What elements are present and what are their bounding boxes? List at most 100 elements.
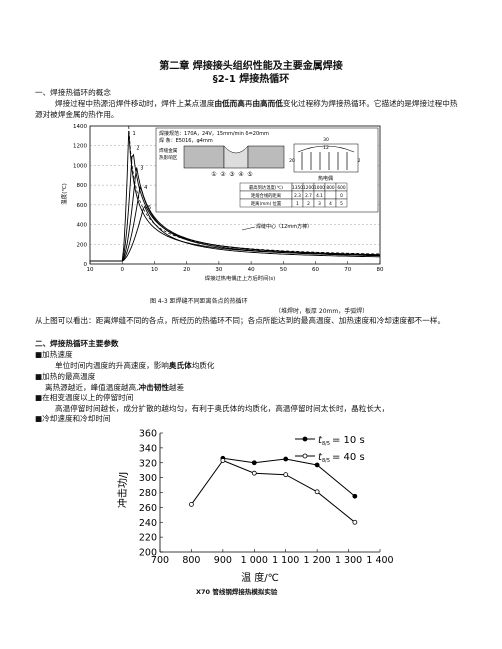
series-line — [190, 459, 356, 523]
table-cell-text: 2.3 — [294, 193, 301, 199]
thermocouple-position-label: ③ — [229, 171, 234, 178]
data-point — [314, 462, 320, 468]
table-cell-text: 1 — [296, 201, 299, 207]
legend-subscript: 8/5 — [322, 441, 330, 447]
table-cell-text: 1350 — [292, 185, 303, 191]
data-point — [220, 458, 226, 463]
x-tick-label: 30 — [215, 267, 222, 273]
section-title: §2-1 焊接热循环 — [212, 74, 290, 85]
legend-t: t — [318, 452, 323, 463]
p1-pre: 焊接过程中热源沿焊件移动时，焊件上某点温度 — [55, 99, 215, 108]
weld-profile — [297, 145, 355, 153]
curve-label: 2 — [136, 146, 139, 152]
plate-left — [183, 145, 225, 169]
x-tick-label: 40 — [248, 267, 255, 273]
bullet-cooling: ■冷却速度和冷却时间 — [35, 414, 111, 423]
weld-center-curve — [128, 125, 381, 255]
x-axis-label: 焊接过热电偶正上方后时间(s) — [205, 274, 275, 282]
table-cell-text: 5 — [340, 201, 343, 207]
paragraph-observation: 从上图可以看出：距离焊缝不同的各点，所经历的热循环不同；各点所能达到的最高温度、… — [35, 316, 446, 325]
text-heating-rate: 单位时间内温度的升高速度，影响奥氏体均质化 — [55, 361, 214, 372]
y-tick-label: 1400 — [73, 124, 87, 130]
table-cell-text: 3 — [318, 201, 321, 207]
data-point — [352, 493, 358, 499]
table-cell — [335, 198, 348, 208]
y-tick-label: 280 — [139, 488, 157, 499]
data-point — [283, 472, 289, 478]
x-tick-label: 1 100 — [272, 555, 299, 566]
x-tick-label: 10 — [151, 267, 158, 273]
table-cell-text: 0 — [340, 193, 343, 199]
y-tick-label: 400 — [77, 223, 88, 229]
table-cell-text: 距离(mm) 位置 — [251, 200, 282, 207]
plate-right — [247, 145, 285, 169]
thermal-curve — [90, 167, 381, 262]
legend-value: = 40 s — [332, 452, 365, 463]
thermocouple-label: 热电偶 — [318, 175, 333, 182]
inset-spec-line: 焊接规范：170A，24V，15mm/min δ=20mm — [159, 130, 269, 137]
table-cell-text: 2 — [307, 201, 310, 207]
y-tick-label: 0 — [84, 262, 88, 268]
inset-left-label: 焊缝金属 — [159, 147, 178, 154]
data-point — [251, 460, 257, 466]
legend-subscript: 8/5 — [322, 458, 330, 464]
thermocouple-position-label: ④ — [238, 171, 243, 178]
table-cell-text: 4.1 — [316, 193, 323, 199]
inset-dim-label: 12 — [323, 145, 329, 151]
inset-dim-label: 30 — [323, 137, 329, 143]
p1-mid: 再 — [244, 99, 253, 108]
y-axis-label: 温度(℃) — [60, 183, 68, 204]
y-tick-label: 360 — [139, 429, 157, 440]
x-tick-label: 900 — [214, 555, 232, 566]
table-cell-text: 1200 — [303, 185, 314, 191]
chapter-title: 第二章 焊接接头组织性能及主要金属焊接 — [159, 61, 343, 72]
table-cell-text: 1000 — [314, 185, 325, 191]
dashed-label-leader — [241, 226, 256, 231]
x-tick-label: 10 — [87, 267, 94, 273]
b2-pre: 离热源越近，峰值温度越高, — [45, 383, 139, 392]
inset-spec-line: 焊 条：E5016，φ4mm — [159, 137, 213, 144]
x-tick-label: 700 — [151, 555, 169, 566]
table-cell-text: 4 — [329, 201, 332, 207]
heading-parameters: 二、焊接热循环主要参数 — [35, 339, 119, 348]
p1-bold-2: 由高而低 — [252, 99, 283, 108]
y-tick-label: 220 — [139, 533, 157, 544]
x-tick-label: 800 — [182, 555, 200, 566]
y-tick-label: 320 — [139, 458, 157, 469]
thermocouple-position-label: ⑤ — [247, 171, 252, 178]
heading-concept: 一、焊接热循环的概念 — [35, 88, 111, 97]
y-tick-label: 800 — [77, 183, 88, 189]
bullet-heating-rate: ■加热速度 — [35, 350, 73, 359]
x-tick-label: 1 400 — [366, 555, 393, 566]
legend-marker — [302, 436, 308, 442]
y-tick-label: 300 — [139, 473, 157, 484]
x-axis-label: 温 度/℃ — [241, 571, 279, 584]
b1-post: 均质化 — [191, 361, 215, 370]
legend-value: = 10 s — [332, 435, 365, 446]
data-point — [251, 470, 257, 476]
x-tick-label: 1 200 — [304, 555, 331, 566]
data-point — [283, 456, 289, 462]
text-dwell-time: 高温停留时间越长，成分扩散的越均匀，有利于奥氏体的均质化，高温停留时间太长时，晶… — [55, 404, 390, 413]
y-axis-label: 冲击功/J — [116, 472, 129, 508]
x-tick-label: 1 300 — [335, 555, 362, 566]
y-tick-label: 1200 — [73, 144, 87, 150]
text-peak-temp: 离热源越近，峰值温度越高,冲击韧性越差 — [45, 383, 184, 394]
dashed-curve-label: 焊缝中心（12mm方棒） — [256, 223, 312, 230]
curve-label: 4 — [144, 185, 147, 191]
b1-pre: 单位时间内温度的升高速度，影响 — [55, 361, 169, 370]
bullet-dwell-time: ■在相变温度以上的停留时间 — [35, 393, 134, 402]
p1-post: 变化过程称为焊接热循环。它描述的是焊接过程中热源对被焊金属的热作用。 — [35, 99, 458, 119]
data-point — [189, 502, 194, 507]
x-tick-label: 0 — [120, 267, 124, 273]
inset-dim-label: 20 — [289, 158, 295, 164]
paragraph-concept: 焊接过程中热源沿焊件移动时，焊件上某点温度由低而高再由高而低变化过程称为焊接热循… — [35, 99, 465, 120]
bullet-peak-temp: ■加热的最高温度 — [35, 372, 96, 381]
thermocouple-position-label: ① — [211, 171, 216, 178]
inset-dim-label: 2 — [358, 158, 361, 164]
legend-t: t — [318, 435, 323, 446]
thermocouple-position-label: ② — [220, 171, 226, 178]
